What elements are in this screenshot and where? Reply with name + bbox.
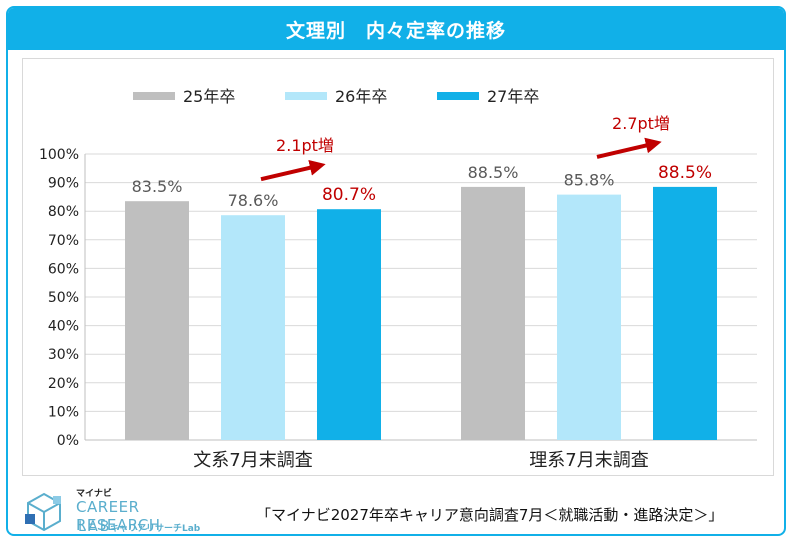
bar — [461, 186, 525, 440]
logo-name: CAREER RESEARCH — [76, 498, 161, 534]
annotation-text: 2.1pt増 — [276, 136, 334, 155]
logo-kana: マイナビ — [76, 489, 112, 499]
legend-label: 27年卒 — [487, 87, 539, 106]
y-tick-label: 100% — [39, 147, 79, 163]
bar — [125, 201, 189, 440]
cube-logo-icon — [25, 492, 61, 532]
bar — [317, 209, 381, 440]
y-tick-label: 60% — [48, 261, 79, 277]
data-label: 88.5% — [658, 163, 712, 183]
bar — [221, 215, 285, 440]
increase-arrow — [260, 159, 326, 182]
bar — [653, 186, 717, 440]
data-label: 88.5% — [468, 163, 519, 182]
legend-swatch — [285, 92, 327, 100]
chart-title: 文理別 内々定率の推移 — [8, 8, 784, 50]
chart-area: 0% 10% 20% 30% 40% 50% 60% 70% 80% 90% 100% 25年卒 26年… — [22, 58, 774, 476]
y-tick-label: 70% — [48, 233, 79, 249]
source-note: 「マイナビ2027年卒キャリア意向調査7月＜就職活動・進路決定＞」 — [256, 506, 724, 524]
legend-label: 26年卒 — [335, 87, 387, 106]
career-research-lab-logo: マイナビ CAREER RESEARCH LAB キャリアリサーチLab — [22, 486, 222, 535]
infographic-frame: 文理別 内々定率の推移 0% 10% 20% 30% 40% 50% 60% 70% 80% 90… — [6, 6, 786, 536]
y-tick-label: 20% — [48, 376, 79, 392]
data-label: 85.8% — [564, 171, 615, 190]
y-tick-label: 0% — [57, 433, 79, 449]
bar-chart: 0% 10% 20% 30% 40% 50% 60% 70% 80% 90% 100% 25年卒 26年… — [39, 87, 757, 471]
data-label: 80.7% — [322, 185, 376, 205]
logo-kana-lab: キャリアリサーチLab — [110, 524, 201, 534]
y-tick-label: 80% — [48, 204, 79, 220]
x-category-label: 理系7月末調査 — [529, 450, 648, 471]
legend-label: 25年卒 — [183, 87, 235, 106]
increase-arrow — [596, 137, 662, 159]
y-tick-label: 10% — [48, 404, 79, 420]
footer: マイナビ CAREER RESEARCH LAB キャリアリサーチLab 「マイ… — [8, 482, 784, 535]
logo-lab: LAB — [78, 519, 112, 535]
legend-swatch — [133, 92, 175, 100]
y-tick-label: 50% — [48, 290, 79, 306]
y-tick-label: 30% — [48, 347, 79, 363]
annotation-text: 2.7pt増 — [612, 114, 670, 133]
legend-swatch — [437, 92, 479, 100]
y-tick-label: 40% — [48, 319, 79, 335]
data-label: 78.6% — [228, 191, 279, 210]
x-category-label: 文系7月末調査 — [193, 450, 312, 471]
data-label: 83.5% — [132, 177, 183, 196]
y-tick-label: 90% — [48, 176, 79, 192]
bar — [557, 194, 621, 440]
